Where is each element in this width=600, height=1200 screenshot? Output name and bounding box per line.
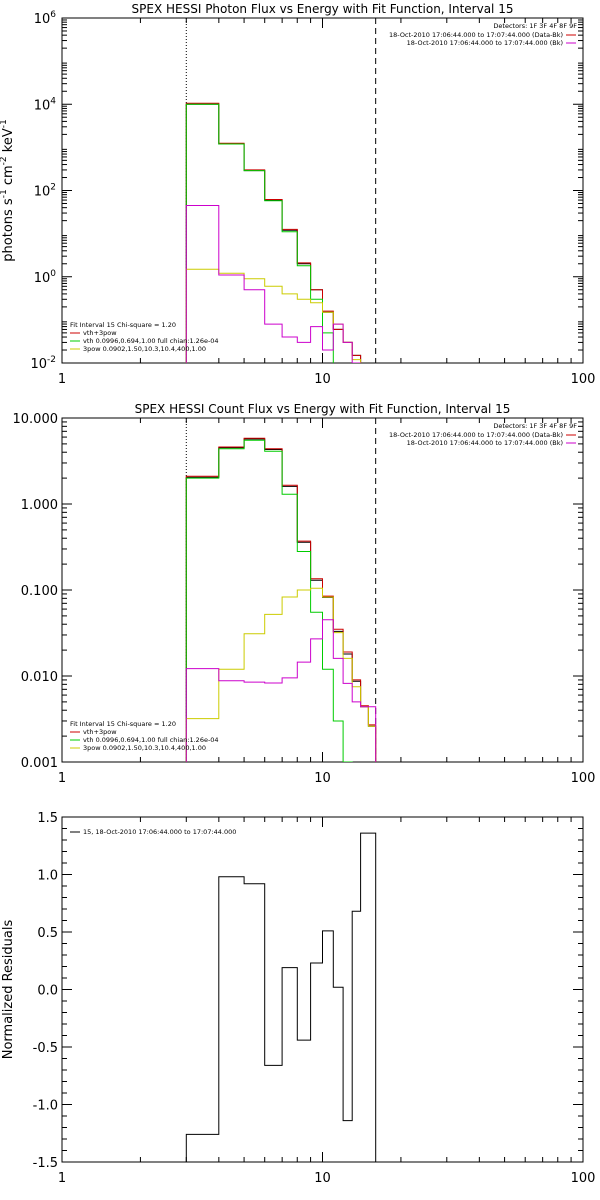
chart-panel-3: 1 10 100 -1.5 -1.0 -0.5 0.0 0.5 1.0 1.5 Normalized… [1,811,595,1186]
y-tick-label: 0.001 [21,756,58,771]
series-line-5 [185,205,362,363]
legend-entry-text: 18-Oct-2010 17:06:44.000 to 17:07:44.000… [407,39,563,47]
y-axis-label: Normalized Residuals [1,920,16,1060]
legend-detectors: Detectors: 1F 3F 4F 8F 9F [493,22,577,30]
legend-entry-text: 15, 18-Oct-2010 17:06:44.000 to 17:07:44… [83,828,236,836]
y-tick-label: -1.0 [33,1099,58,1114]
y-tick-label: 0.010 [21,670,58,685]
series-line-1 [185,832,377,1162]
y-tick-label: 0.100 [21,584,58,599]
chart-title: SPEX HESSI Photon Flux vs Energy with Fi… [132,2,514,16]
chart-panel-1: SPEX HESSI Photon Flux vs Energy with Fi… [0,2,596,387]
y-tick-label: 10-2 [30,355,56,372]
series-line-3 [185,103,334,363]
y-tick-label: 104 [34,96,57,113]
data-series-group [185,832,377,1162]
series-line-2 [185,437,377,762]
legend-entry-text: vth+3pow [83,329,117,337]
y-axis-label: photons s-1 cm-2 keV-1 [0,119,16,261]
x-tick-label: 10 [314,771,331,786]
data-series-group [185,102,362,363]
data-series-group [185,437,377,762]
x-tick-label: 100 [571,1171,596,1186]
x-tick-label: 10 [314,1171,331,1186]
legend-fit-header: Fit Interval 15 Chi-square = 1.20 [70,720,176,728]
series-line-5 [185,619,377,762]
legend-entry-text: vth 0.0996,0.694,1.00 full chian:1.26e-0… [83,736,219,744]
x-tick-label: 10 [314,372,331,387]
y-tick-label: 1.5 [37,811,58,826]
y-tick-label: 0.5 [37,926,58,941]
y-tick-label: 10.000 [13,412,59,427]
legend-entry-text: 18-Oct-2010 17:06:44.000 to 17:07:44.000… [389,431,563,439]
y-tick-label: -0.5 [33,1041,58,1056]
y-tick-label: 1.000 [21,498,58,513]
series-line-4 [185,268,362,363]
legend-entry-text: 3pow 0.0902,1.50,10.3,10.4,400,1.00 [83,345,206,353]
legend-entry-text: 18-Oct-2010 17:06:44.000 to 17:07:44.000… [389,31,563,39]
legend-entry-text: 3pow 0.0902,1.50,10.3,10.4,400,1.00 [83,744,206,752]
y-tick-label: 0.0 [37,984,58,999]
series-line-1 [185,438,377,762]
x-tick-label: 1 [58,771,66,786]
legend-entry-text: 18-Oct-2010 17:06:44.000 to 17:07:44.000… [407,439,563,447]
legend-detectors: Detectors: 1F 3F 4F 8F 9F [493,422,577,430]
series-line-1 [185,103,362,363]
x-tick-label: 1 [58,1171,66,1186]
legend-fit-header: Fit Interval 15 Chi-square = 1.20 [70,321,176,329]
y-tick-label: 100 [34,269,57,286]
y-tick-label: -1.5 [33,1156,58,1171]
x-tick-label: 1 [58,372,66,387]
series-line-2 [185,102,362,363]
y-tick-label: 1.0 [37,869,58,884]
legend-entry-text: vth 0.0996,0.694,1.00 full chian:1.26e-0… [83,337,219,345]
x-tick-label: 100 [571,771,596,786]
y-tick-label: 106 [34,10,57,27]
series-line-3 [185,439,353,762]
series-line-4 [185,587,377,762]
x-tick-label: 100 [571,372,596,387]
chart-panel-2: SPEX HESSI Count Flux vs Energy with Fit… [13,402,596,786]
legend-entry-text: vth+3pow [83,728,117,736]
plot-frame [61,816,584,1163]
y-tick-label: 102 [34,183,56,200]
chart-title: SPEX HESSI Count Flux vs Energy with Fit… [135,402,511,416]
